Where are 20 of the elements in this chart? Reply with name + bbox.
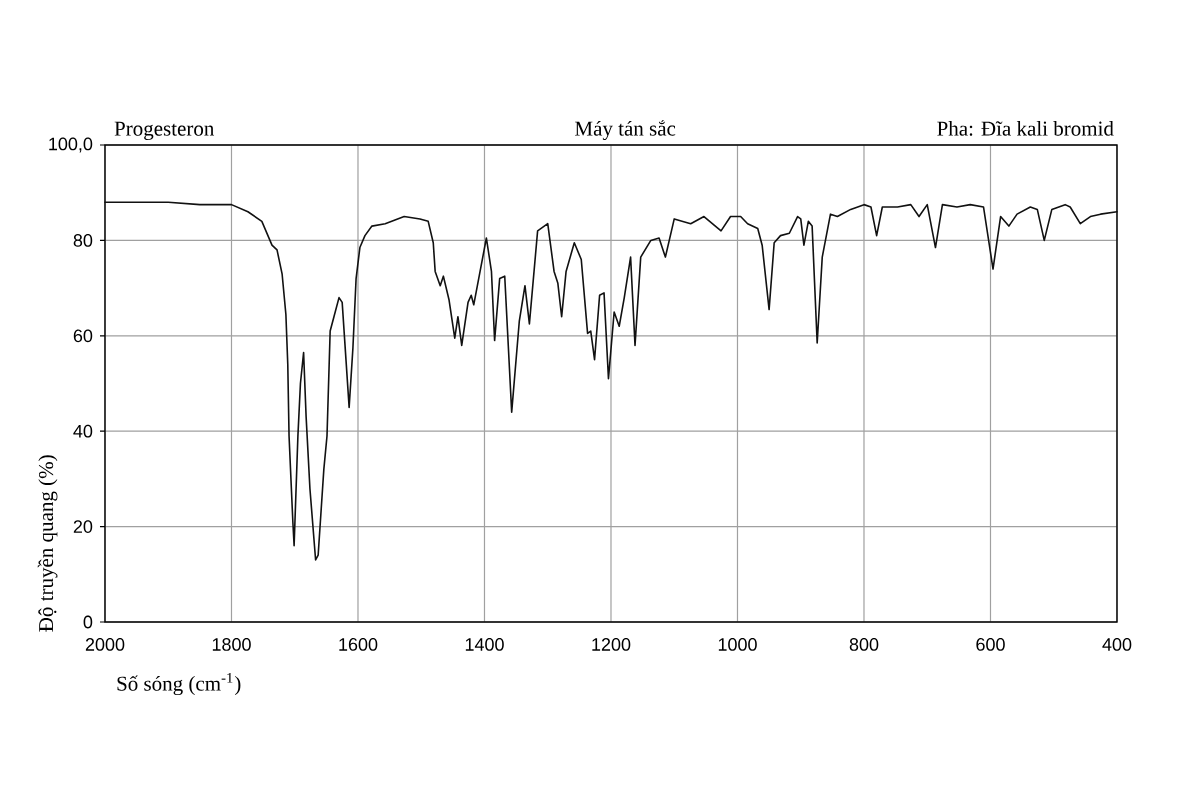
x-tick-label: 600 xyxy=(976,638,1005,651)
x-tick-label: 1000 xyxy=(718,638,757,651)
y-tick-label: 20 xyxy=(73,520,93,533)
text: Progesteron xyxy=(114,121,215,141)
x-tick-label: 2000 xyxy=(85,638,125,651)
chart-title: Máy tán sắc xyxy=(575,120,676,141)
y-tick-label: 0 xyxy=(83,615,93,629)
y-tick-label: 80 xyxy=(73,234,93,247)
x-tick-label: 1800 xyxy=(212,638,251,651)
text: Pha: Đĩa kali bromid xyxy=(937,120,1114,136)
x-axis-title: Số sóng (cm$^{-1}$) xyxy=(117,672,241,696)
x-tick-label: 800 xyxy=(849,638,879,651)
x-tick-label: 1200 xyxy=(592,638,631,651)
y-tick-label: 40 xyxy=(73,424,93,438)
x-tick-label: 1400 xyxy=(465,638,504,651)
x-tick-label: 1600 xyxy=(339,638,378,651)
y-axis-title: Độ truyền quang (%) xyxy=(37,455,58,632)
y-tick-label: 100,0 xyxy=(49,137,93,153)
x-tick-label: 400 xyxy=(1102,638,1132,651)
y-tick-label: 60 xyxy=(73,329,93,343)
